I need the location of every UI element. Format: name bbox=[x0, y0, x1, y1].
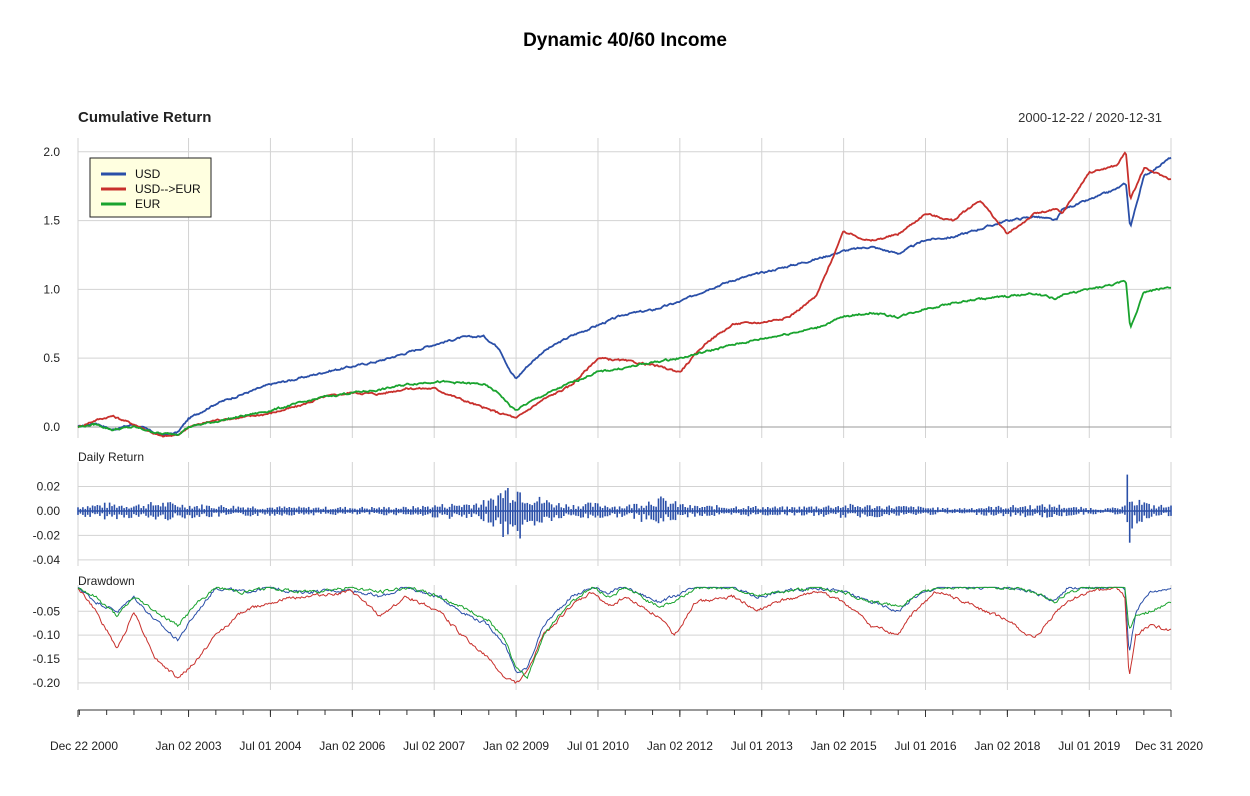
legend-label-usd: USD bbox=[135, 167, 161, 181]
y-tick-drawdown-3: -0.20 bbox=[33, 676, 61, 690]
y-tick-cumulative-1: 0.5 bbox=[43, 351, 60, 365]
panel-title-drawdown: Drawdown bbox=[78, 574, 135, 588]
y-tick-labels: 0.0 0.5 1.0 1.5 2.0 0.02 0.00 -0.02 -0.04 -0.05 -0… bbox=[33, 145, 61, 690]
series-cumulative-eur bbox=[77, 279, 1171, 437]
x-tick-label-10: Jul 01 2016 bbox=[894, 739, 956, 753]
y-tick-daily-3: -0.04 bbox=[33, 553, 61, 567]
x-tick-label-3: Jan 02 2006 bbox=[319, 739, 385, 753]
panel-title-cumulative: Cumulative Return bbox=[78, 109, 211, 126]
y-tick-drawdown-1: -0.10 bbox=[33, 628, 61, 642]
daily-return-bars bbox=[77, 474, 1172, 543]
x-tick-label-6: Jul 01 2010 bbox=[567, 739, 629, 753]
series-cumulative-usd-eur bbox=[77, 151, 1172, 438]
series-drawdown-eur bbox=[77, 586, 1172, 680]
legend-label-usd-eur: USD-->EUR bbox=[135, 182, 201, 196]
y-tick-cumulative-3: 1.5 bbox=[43, 214, 60, 228]
series-cumulative-usd bbox=[77, 156, 1172, 437]
y-tick-daily-0: 0.02 bbox=[37, 479, 61, 493]
y-tick-daily-2: -0.02 bbox=[33, 528, 61, 542]
y-tick-drawdown-0: -0.05 bbox=[33, 604, 61, 618]
chart-title: Dynamic 40/60 Income bbox=[523, 30, 727, 51]
x-tick-label-5: Jan 02 2009 bbox=[483, 739, 549, 753]
legend: USD USD-->EUR EUR bbox=[89, 157, 212, 218]
series-lines bbox=[77, 151, 1172, 684]
x-tick-label-4: Jul 02 2007 bbox=[403, 739, 465, 753]
panel-title-daily: Daily Return bbox=[78, 450, 144, 464]
x-tick-label-12: Jul 01 2019 bbox=[1058, 739, 1120, 753]
x-tick-label-8: Jul 01 2013 bbox=[731, 739, 793, 753]
x-axis: Dec 22 2000 Jan 02 2003 Jul 01 2004 Jan 02 … bbox=[50, 709, 1203, 753]
x-tick-label-9: Jan 02 2015 bbox=[811, 739, 877, 753]
date-range: 2000-12-22 / 2020-12-31 bbox=[1018, 110, 1162, 125]
x-tick-label-1: Jan 02 2003 bbox=[156, 739, 222, 753]
legend-label-eur: EUR bbox=[135, 197, 161, 211]
y-tick-cumulative-2: 1.0 bbox=[43, 282, 60, 296]
x-tick-label-0: Dec 22 2000 bbox=[50, 739, 118, 753]
y-tick-daily-1: 0.00 bbox=[37, 504, 61, 518]
series-drawdown-usd-eur bbox=[77, 586, 1172, 684]
y-tick-drawdown-2: -0.15 bbox=[33, 652, 61, 666]
y-tick-cumulative-4: 2.0 bbox=[43, 145, 60, 159]
x-tick-label-11: Jan 02 2018 bbox=[974, 739, 1040, 753]
x-tick-label-2: Jul 01 2004 bbox=[239, 739, 301, 753]
x-tick-label-7: Jan 02 2012 bbox=[647, 739, 713, 753]
y-tick-cumulative-0: 0.0 bbox=[43, 420, 60, 434]
x-tick-label-13: Dec 31 2020 bbox=[1135, 739, 1203, 753]
